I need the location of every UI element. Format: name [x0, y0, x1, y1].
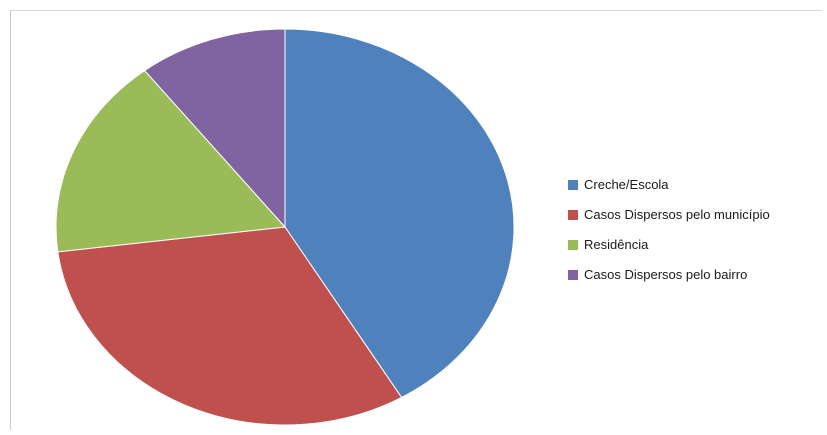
legend-swatch-creche-escola: [568, 179, 578, 190]
legend-swatch-casos-dispersos-municipio: [568, 209, 578, 220]
legend-swatch-residencia: [568, 239, 578, 250]
legend-swatch-casos-dispersos-bairro: [568, 269, 578, 280]
legend-item-casos-dispersos-bairro: Casos Dispersos pelo bairro: [568, 264, 770, 285]
legend-item-casos-dispersos-municipio: Casos Dispersos pelo município: [568, 204, 770, 225]
pie-slice-casos-dispersos-pelo-bairro: [143, 28, 286, 229]
pie-slice-creche-escola: [284, 28, 515, 399]
chart-area: [10, 10, 822, 430]
legend-label-creche-escola: Creche/Escola: [584, 177, 669, 192]
legend-label-casos-dispersos-bairro: Casos Dispersos pelo bairro: [584, 267, 748, 282]
legend-item-creche-escola: Creche/Escola: [568, 174, 770, 195]
legend-item-residencia: Residência: [568, 234, 770, 255]
pie-slice-casos-dispersos-pelo-municipio: [57, 226, 403, 426]
legend: Creche/Escola Casos Dispersos pelo munic…: [568, 174, 770, 294]
pie-slice-residencia: [55, 69, 287, 253]
legend-label-residencia: Residência: [584, 237, 649, 252]
legend-label-casos-dispersos-municipio: Casos Dispersos pelo município: [584, 207, 770, 222]
